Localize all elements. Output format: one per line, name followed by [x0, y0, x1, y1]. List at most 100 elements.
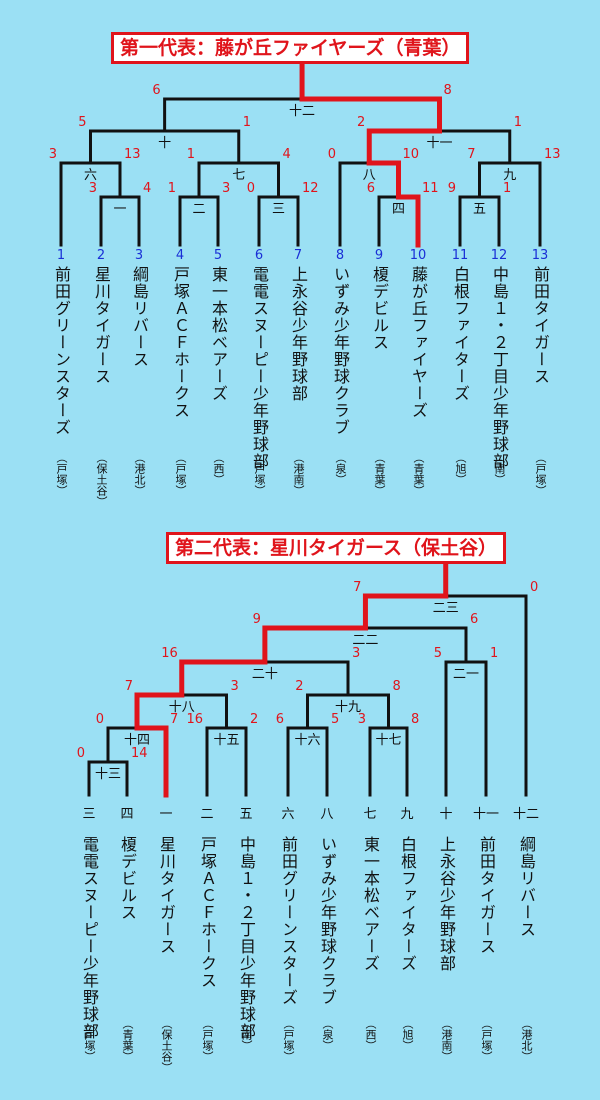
- b2-line-二三-a: [362, 593, 449, 631]
- first-representative-title: 第一代表：藤が丘ファイヤーズ（青葉）: [111, 32, 470, 64]
- b2-line-十五-b: [225, 726, 248, 797]
- b2-line-二十-a: [179, 659, 268, 698]
- b2-score-二三-a: 7: [353, 580, 361, 595]
- b2-score-二二-b: 6: [470, 612, 478, 627]
- b2-seed-11: 十一: [473, 807, 499, 822]
- b1-team-name: 綱島リバース: [130, 266, 149, 368]
- b1-game-三: 三: [272, 202, 285, 217]
- b2-line-二三-b: [444, 594, 528, 797]
- b2-team-name: 中島１・２丁目少年野球部: [237, 836, 256, 1040]
- b1-team-region: （港北）: [133, 452, 146, 496]
- b1-score-四-a: 6: [367, 181, 375, 196]
- b1-seed-7: 7: [294, 248, 302, 263]
- b2-team-region: （旭）: [401, 1018, 414, 1051]
- b1-line-十-a: [89, 129, 167, 165]
- b1-line-七-a: [197, 161, 241, 199]
- b2-game-十七: 十七: [375, 733, 401, 748]
- b1-score-一-b: 4: [143, 181, 151, 196]
- b1-seed-2: 2: [97, 248, 105, 263]
- b2-game-十九: 十九: [335, 700, 361, 715]
- b2-seed-2: 四: [120, 807, 133, 822]
- b2-score-十八-b: 3: [231, 679, 239, 694]
- b1-team-name: 電電スヌーピー少年野球部: [250, 266, 269, 470]
- b1-score-十-b: 1: [243, 115, 251, 130]
- b1-score-八-a: 0: [328, 147, 336, 162]
- b1-line-十二-a: [163, 97, 304, 133]
- b1-score-十一-b: 1: [514, 115, 522, 130]
- b2-game-十六: 十六: [294, 733, 320, 748]
- b1-game-九: 九: [503, 168, 516, 183]
- b1-line-五-a: [458, 195, 481, 247]
- b1-seed-10: 10: [410, 248, 427, 263]
- b2-game-十四: 十四: [124, 733, 150, 748]
- b2-line-十三-a: [87, 760, 110, 797]
- b2-score-十六-b: 5: [331, 712, 339, 727]
- b2-team-name: 前田グリーンスターズ: [279, 836, 298, 1006]
- b2-score-十四-b: 7: [170, 712, 178, 727]
- b2-team-name: 前田タイガース: [477, 836, 496, 955]
- b1-team-region: （戸塚）: [55, 452, 68, 496]
- b2-score-二三-b: 0: [530, 580, 538, 595]
- b1-score-五-b: 1: [503, 181, 511, 196]
- b1-score-四-b: 11: [422, 181, 439, 196]
- b1-team-name: 榎デビルス: [370, 266, 389, 351]
- b2-score-二二-a: 9: [253, 612, 261, 627]
- b1-team-region: （南）: [493, 452, 506, 485]
- b2-game-二二: 二二: [352, 633, 378, 648]
- b2-line-十七-a: [368, 726, 390, 797]
- b2-game-十五: 十五: [213, 733, 239, 748]
- b1-score-七-b: 4: [283, 147, 291, 162]
- b1-line-一-b: [118, 195, 141, 247]
- b2-line-二二-b: [363, 626, 468, 664]
- b2-line-十四-b: [134, 725, 169, 798]
- b1-team-region: （泉）: [334, 452, 347, 485]
- b1-line-十-b: [163, 129, 241, 165]
- b1-line-六-a: [59, 161, 92, 247]
- b1-team-name: 白根ファイターズ: [451, 266, 470, 402]
- b2-game-十三: 十三: [95, 767, 121, 782]
- b2-team-region: （港南）: [440, 1018, 453, 1062]
- b1-game-六: 六: [84, 168, 97, 183]
- b1-team-region: （戸塚）: [534, 452, 547, 496]
- b1-line-十二-b: [299, 96, 442, 134]
- b1-score-十一-a: 2: [357, 115, 365, 130]
- b1-seed-4: 4: [176, 248, 184, 263]
- b1-line-十一-a: [366, 128, 442, 166]
- b2-score-十八-a: 7: [125, 679, 133, 694]
- b1-score-二-a: 1: [168, 181, 176, 196]
- b1-seed-8: 8: [336, 248, 344, 263]
- b2-team-name: 東一本松ベアーズ: [361, 836, 380, 972]
- b1-game-一: 一: [113, 202, 126, 217]
- b1-line-八-b: [366, 160, 401, 200]
- b2-seed-6: 六: [281, 807, 294, 822]
- b2-score-十九-b: 8: [393, 679, 401, 694]
- b1-line-二-a: [178, 195, 201, 247]
- b1-team-region: （保土谷）: [95, 452, 108, 507]
- b2-score-二一-a: 5: [434, 646, 442, 661]
- b2-team-region: （青葉）: [121, 1018, 134, 1062]
- b2-line-十八-b: [180, 693, 228, 730]
- b1-line-五-b: [478, 195, 501, 247]
- b2-score-十三-b: 14: [131, 746, 148, 761]
- b1-line-四-b: [396, 194, 421, 248]
- b2-team-name: 電電スヌーピー少年野球部: [80, 836, 99, 1040]
- b1-score-九-b: 13: [544, 147, 561, 162]
- b2-team-name: いずみ少年野球クラブ: [318, 836, 337, 1006]
- b2-line-二十-b: [263, 660, 350, 697]
- b1-seed-9: 9: [375, 248, 383, 263]
- b1-team-region: （西）: [212, 452, 225, 485]
- b1-team-name: 藤が丘ファイヤーズ: [409, 266, 428, 419]
- b1-score-一-a: 3: [89, 181, 97, 196]
- b1-game-四: 四: [392, 202, 405, 217]
- b1-game-五: 五: [473, 202, 486, 217]
- b2-seed-12: 十二: [513, 807, 539, 822]
- b2-score-十七-b: 8: [411, 712, 419, 727]
- b1-line-九-b: [508, 161, 542, 247]
- b2-line-二一-a: [444, 660, 468, 797]
- b1-team-name: 前田タイガース: [531, 266, 550, 385]
- b2-seed-3: 一: [159, 807, 172, 822]
- b1-team-name: 東一本松ベアーズ: [209, 266, 228, 402]
- b1-line-八-a: [338, 161, 371, 247]
- b1-seed-11: 11: [452, 248, 469, 263]
- b2-line-二一-b: [464, 660, 488, 797]
